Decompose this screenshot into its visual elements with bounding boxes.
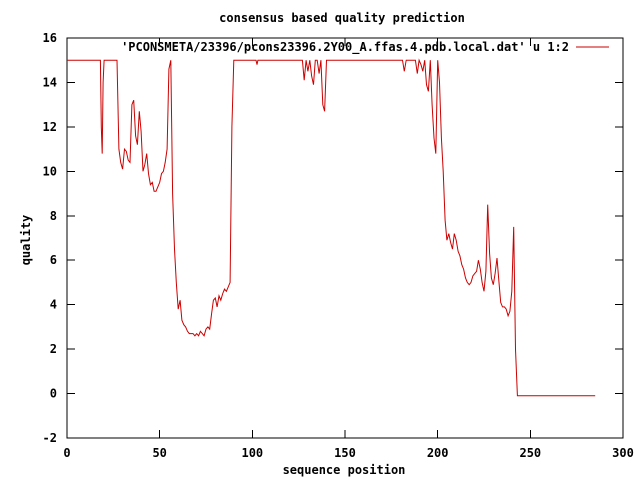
chart-title: consensus based quality prediction: [219, 11, 465, 25]
x-tick-label: 300: [612, 446, 634, 460]
y-tick-label: 14: [43, 75, 57, 89]
y-tick-label: 6: [50, 253, 57, 267]
series-line-0: [67, 58, 596, 397]
y-tick-label: 2: [50, 342, 57, 356]
legend-label: 'PCONSMETA/23396/pcons23396.2Y00_A.ffas.…: [121, 40, 569, 55]
x-tick-label: 250: [519, 446, 541, 460]
x-tick-label: 200: [427, 446, 449, 460]
y-tick-label: 12: [43, 120, 57, 134]
y-tick-label: 0: [50, 387, 57, 401]
y-tick-label: 8: [50, 209, 57, 223]
x-tick-label: 50: [152, 446, 166, 460]
x-tick-label: 0: [63, 446, 70, 460]
legend: 'PCONSMETA/23396/pcons23396.2Y00_A.ffas.…: [121, 40, 609, 55]
x-axis-label: sequence position: [283, 463, 406, 477]
y-tick-label: 10: [43, 164, 57, 178]
y-tick-label: -2: [43, 431, 57, 445]
axes: -2 0 2 4 6 8 10 12 14 16 0 50 100 150 200 250 300: [43, 31, 634, 460]
y-axis-label: quality: [19, 215, 33, 266]
y-tick-label: 4: [50, 298, 57, 312]
data-series: [67, 58, 596, 397]
x-tick-label: 100: [241, 446, 263, 460]
x-tick-label: 150: [334, 446, 356, 460]
y-tick-label: 16: [43, 31, 57, 45]
